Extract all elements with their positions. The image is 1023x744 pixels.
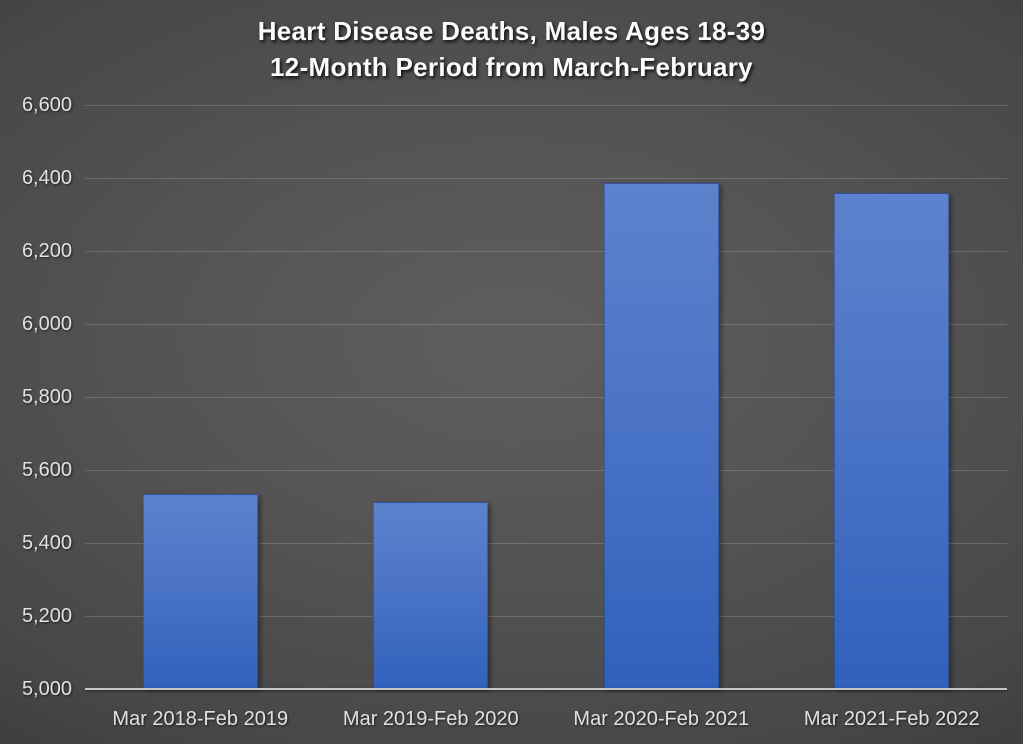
- y-axis-tick-label: 5,600: [21, 459, 72, 481]
- y-axis-tick-label: 5,000: [21, 678, 72, 700]
- x-axis-line: [85, 688, 1007, 690]
- y-axis-tick-label: 5,400: [21, 532, 72, 554]
- bar: [603, 183, 719, 689]
- gridline: [85, 250, 1007, 252]
- chart-title: Heart Disease Deaths, Males Ages 18-39 1…: [0, 13, 1023, 85]
- bar: [834, 192, 950, 689]
- x-axis-tick-label: Mar 2021-Feb 2022: [803, 708, 980, 730]
- gridline: [85, 323, 1007, 325]
- gridline: [85, 542, 1007, 544]
- gridline: [85, 104, 1007, 106]
- gridline: [85, 615, 1007, 617]
- gridline: [85, 396, 1007, 398]
- y-axis-tick-label: 6,200: [21, 240, 72, 262]
- y-axis-tick-label: 5,200: [21, 605, 72, 627]
- chart-title-line1: Heart Disease Deaths, Males Ages 18-39: [257, 16, 766, 46]
- y-axis-tick-label: 6,600: [21, 94, 72, 116]
- gridline: [85, 177, 1007, 179]
- y-axis-tick-label: 6,400: [21, 167, 72, 189]
- chart-title-line2: 12-Month Period from March-February: [270, 52, 753, 82]
- x-axis-tick-label: Mar 2020-Feb 2021: [573, 708, 750, 730]
- y-axis-tick-label: 6,000: [21, 313, 72, 335]
- gridline: [85, 469, 1007, 471]
- x-axis-tick-label: Mar 2019-Feb 2020: [342, 708, 519, 730]
- bar: [142, 494, 258, 689]
- x-axis-tick-label: Mar 2018-Feb 2019: [112, 708, 289, 730]
- y-axis-tick-label: 5,800: [21, 386, 72, 408]
- bar: [373, 502, 489, 689]
